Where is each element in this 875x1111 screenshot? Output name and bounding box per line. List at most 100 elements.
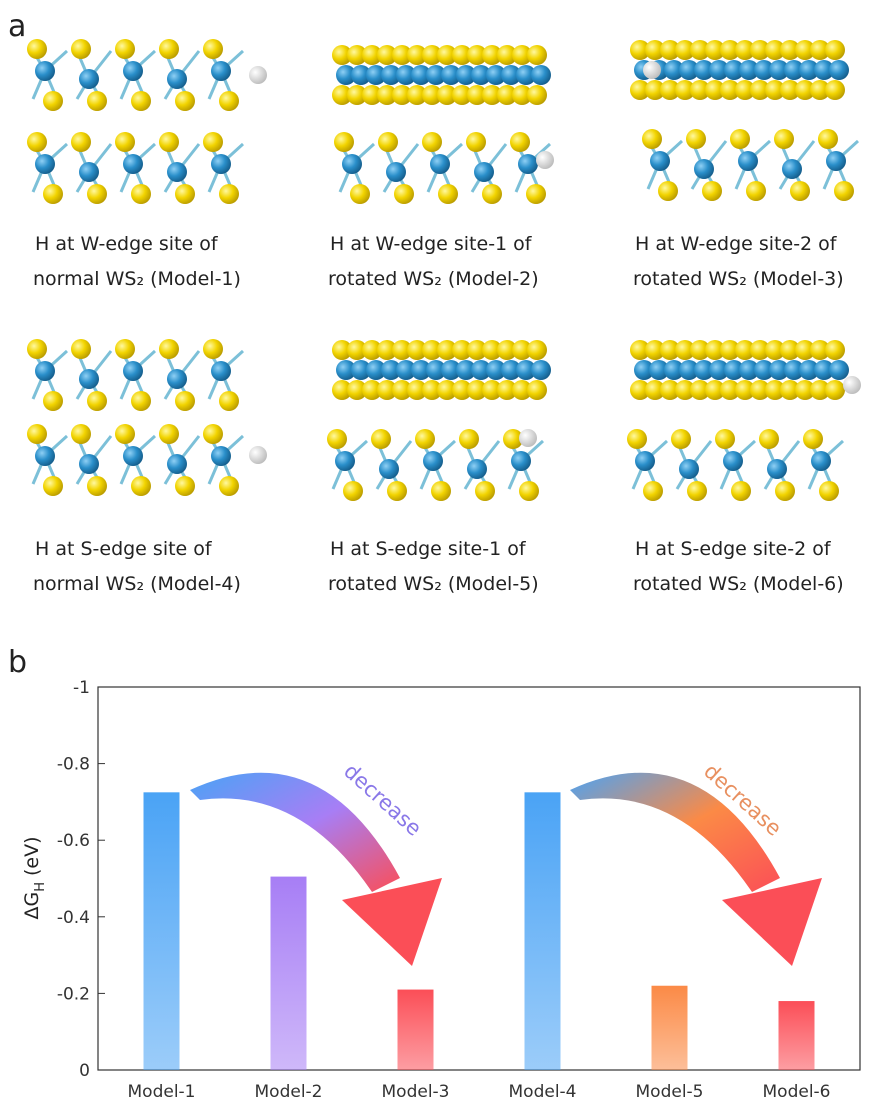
- sulfur-atom: [803, 429, 823, 449]
- tungsten-atom: [811, 451, 831, 471]
- sulfur-atom: [43, 391, 63, 411]
- x-tick-label: Model-3: [382, 1082, 450, 1102]
- tungsten-atom: [826, 151, 846, 171]
- sulfur-atom: [27, 424, 47, 444]
- tungsten-atom: [829, 60, 849, 80]
- sulfur-atom: [115, 339, 135, 359]
- sulfur-atom: [643, 481, 663, 501]
- sulfur-atom: [159, 339, 179, 359]
- sulfur-atom: [71, 132, 91, 152]
- tungsten-atom: [723, 451, 743, 471]
- sulfur-atom: [790, 181, 810, 201]
- sulfur-atom: [527, 380, 547, 400]
- sulfur-atom: [27, 132, 47, 152]
- sulfur-atom: [394, 184, 414, 204]
- sulfur-atom: [422, 132, 442, 152]
- sulfur-atom: [819, 481, 839, 501]
- sulfur-atom: [475, 481, 495, 501]
- hydrogen-atom: [249, 446, 267, 464]
- x-tick-label: Model-4: [509, 1082, 577, 1102]
- tungsten-atom: [211, 61, 231, 81]
- sulfur-atom: [71, 339, 91, 359]
- caption-line: H at S-edge site-1 of: [330, 538, 527, 560]
- sulfur-atom: [87, 184, 107, 204]
- hydrogen-atom: [536, 151, 554, 169]
- sulfur-atom: [466, 132, 486, 152]
- sulfur-atom: [159, 39, 179, 59]
- hydrogen-atom: [643, 61, 661, 79]
- sulfur-atom: [43, 184, 63, 204]
- tungsten-atom: [650, 151, 670, 171]
- caption-line: H at S-edge site of: [35, 538, 213, 560]
- sulfur-atom: [87, 476, 107, 496]
- sulfur-atom: [175, 391, 195, 411]
- hydrogen-atom: [843, 376, 861, 394]
- tungsten-atom: [167, 69, 187, 89]
- bar: [652, 986, 688, 1070]
- sulfur-atom: [825, 80, 845, 100]
- tungsten-atom: [467, 459, 487, 479]
- tungsten-atom: [35, 154, 55, 174]
- sulfur-atom: [87, 391, 107, 411]
- tungsten-atom: [423, 451, 443, 471]
- chart: decrease decrease ΔGH (eV) 0-0.2-0.4-0.6…: [21, 678, 860, 1102]
- sulfur-atom: [43, 476, 63, 496]
- sulfur-atom: [115, 424, 135, 444]
- captions: H at W-edge site ofnormal WS₂ (Model-1)H…: [33, 233, 844, 595]
- tungsten-atom: [35, 361, 55, 381]
- sulfur-atom: [219, 91, 239, 111]
- bar: [398, 990, 434, 1070]
- tungsten-atom: [211, 446, 231, 466]
- caption-line: H at S-edge site-2 of: [635, 538, 832, 560]
- y-tick-label: -0.2: [57, 984, 90, 1004]
- sulfur-atom: [71, 39, 91, 59]
- sulfur-atom: [746, 181, 766, 201]
- sulfur-atom: [825, 340, 845, 360]
- sulfur-atom: [131, 184, 151, 204]
- panel-label: b: [8, 645, 27, 680]
- arrow-head: [342, 878, 442, 966]
- caption-line: rotated WS₂ (Model-3): [633, 268, 844, 290]
- sulfur-atom: [702, 181, 722, 201]
- tungsten-atom: [782, 159, 802, 179]
- caption-line: normal WS₂ (Model-1): [33, 268, 241, 290]
- sulfur-atom: [115, 132, 135, 152]
- sulfur-atom: [627, 429, 647, 449]
- tungsten-atom: [167, 162, 187, 182]
- sulfur-atom: [115, 39, 135, 59]
- sulfur-atom: [203, 339, 223, 359]
- x-tick-label: Model-2: [255, 1082, 323, 1102]
- sulfur-atom: [438, 184, 458, 204]
- tungsten-atom: [531, 360, 551, 380]
- sulfur-atom: [71, 424, 91, 444]
- tungsten-atom: [123, 446, 143, 466]
- y-label-sub: H: [33, 882, 48, 892]
- sulfur-atom: [327, 429, 347, 449]
- tungsten-atom: [35, 446, 55, 466]
- sulfur-atom: [431, 481, 451, 501]
- caption-line: rotated WS₂ (Model-2): [328, 268, 539, 290]
- tungsten-atom: [211, 361, 231, 381]
- bar: [271, 877, 307, 1070]
- caption-line: H at W-edge site-2 of: [635, 233, 838, 255]
- sulfur-atom: [175, 184, 195, 204]
- sulfur-atom: [131, 91, 151, 111]
- tungsten-atom: [738, 151, 758, 171]
- tungsten-atom: [335, 451, 355, 471]
- sulfur-atom: [775, 481, 795, 501]
- tungsten-atom: [211, 154, 231, 174]
- sulfur-atom: [131, 476, 151, 496]
- sulfur-atom: [203, 132, 223, 152]
- tungsten-atom: [379, 459, 399, 479]
- hydrogen-atom: [519, 429, 537, 447]
- sulfur-atom: [175, 476, 195, 496]
- x-tick-label: Model-1: [128, 1082, 196, 1102]
- sulfur-atom: [730, 129, 750, 149]
- y-label-part: (eV): [21, 836, 43, 882]
- sulfur-atom: [759, 429, 779, 449]
- x-tick-label: Model-6: [763, 1082, 831, 1102]
- y-tick-label: -0.8: [57, 755, 90, 775]
- tungsten-atom: [167, 454, 187, 474]
- sulfur-atom: [519, 481, 539, 501]
- tungsten-atom: [79, 369, 99, 389]
